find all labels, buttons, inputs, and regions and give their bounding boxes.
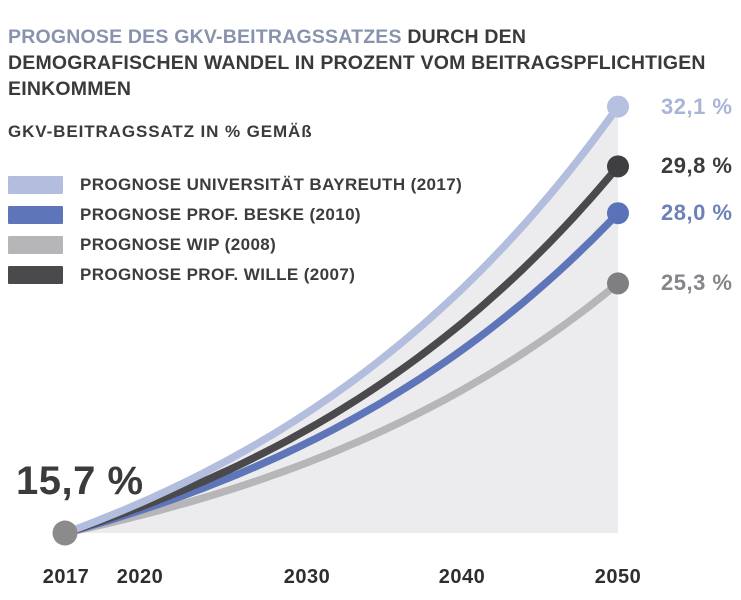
- x-tick-2017: 2017: [42, 566, 90, 588]
- curve-series-2: [61, 279, 622, 537]
- x-tick-2050: 2050: [594, 566, 642, 588]
- end-dot-series-1: [607, 202, 629, 225]
- chart-legend: GKV-BEITRAGSSATZ IN % GEMÄß PROGNOSE UNI…: [8, 122, 462, 296]
- legend-item-bayreuth: PROGNOSE UNIVERSITÄT BAYREUTH (2017): [8, 175, 463, 194]
- page-title-highlight: PROGNOSE DES GKV-BEITRAGSSATZES: [8, 25, 402, 48]
- legend-title: GKV-BEITRAGSSATZ IN % GEMÄß: [8, 122, 313, 141]
- value-label-bayreuth: 32,1 %: [661, 94, 733, 119]
- end-dot-series-2: [607, 272, 629, 295]
- start-value-label: 15,7 %: [16, 459, 144, 503]
- legend-swatch-icon: [8, 206, 63, 224]
- end-dot-series-0: [607, 95, 629, 118]
- legend-item-wip: PROGNOSE WIP (2008): [8, 235, 462, 254]
- legend-item-label: PROGNOSE PROF. WILLE (2007): [80, 265, 356, 284]
- end-dot-series-3: [607, 155, 629, 178]
- legend-swatch-icon: [8, 176, 63, 194]
- area-fill: [65, 106, 618, 533]
- value-label-wip: 25,3 %: [661, 270, 733, 295]
- legend-item-beske: PROGNOSE PROF. BESKE (2010): [8, 205, 462, 224]
- legend-swatch-icon: [8, 266, 63, 284]
- x-tick-2040: 2040: [438, 566, 486, 588]
- legend-item-label: PROGNOSE PROF. BESKE (2010): [80, 205, 361, 224]
- start-dot: [52, 520, 78, 546]
- page-title: PROGNOSE DES GKV-BEITRAGSSATZES DURCH DE…: [8, 24, 708, 102]
- curve-series-0: [61, 102, 622, 537]
- legend-swatch-icon: [8, 236, 63, 254]
- x-axis: 2017 2020 2030 2040 2050: [0, 566, 741, 590]
- curve-series-1: [61, 209, 622, 537]
- curve-series-3: [61, 162, 622, 537]
- value-label-beske: 28,0 %: [661, 200, 733, 225]
- legend-item-label: PROGNOSE WIP (2008): [80, 235, 277, 254]
- x-tick-2020: 2020: [116, 566, 164, 588]
- x-tick-2030: 2030: [283, 566, 331, 588]
- page-title-rest: DURCH DEN DEMOGRAFISCHEN WANDEL IN PROZE…: [8, 25, 706, 100]
- value-label-wille: 29,8 %: [661, 153, 733, 178]
- legend-item-label: PROGNOSE UNIVERSITÄT BAYREUTH (2017): [80, 175, 463, 194]
- legend-item-wille: PROGNOSE PROF. WILLE (2007): [8, 265, 462, 284]
